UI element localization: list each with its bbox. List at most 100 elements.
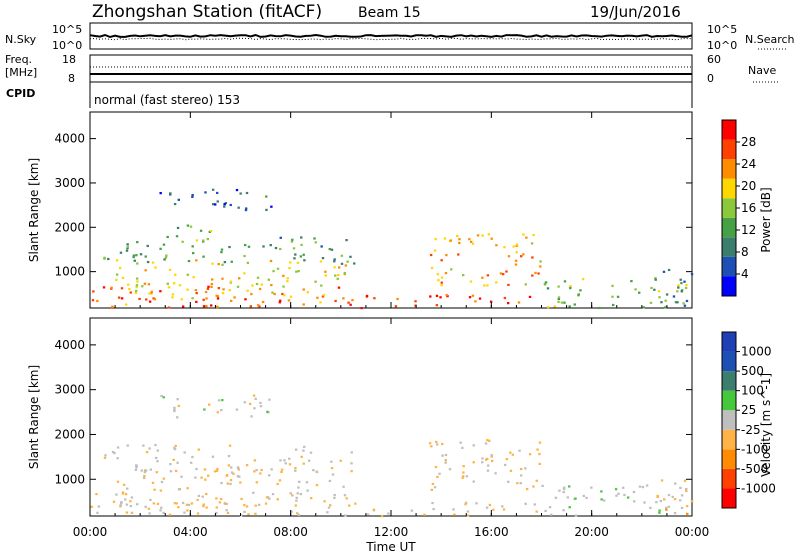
range-cell	[515, 243, 519, 246]
range-cell	[278, 479, 282, 482]
range-cell	[151, 261, 155, 264]
range-cell	[107, 257, 110, 261]
range-cell	[288, 267, 291, 270]
range-cell	[492, 508, 495, 511]
range-cell	[334, 299, 337, 303]
range-cell	[614, 488, 618, 491]
range-cell	[271, 291, 274, 294]
range-cell	[115, 278, 118, 282]
range-cell	[673, 512, 677, 515]
range-cell	[211, 455, 215, 458]
range-cell	[306, 489, 309, 492]
range-cell	[476, 234, 480, 237]
range-cell	[343, 271, 347, 275]
range-cell	[350, 462, 353, 465]
range-cell	[279, 459, 282, 462]
y-tick-label: 2000	[54, 220, 85, 234]
range-cell	[181, 240, 184, 243]
freq-bottom: 8	[68, 72, 75, 85]
range-cell	[488, 439, 491, 442]
range-cell	[197, 494, 201, 497]
range-cell	[436, 443, 439, 446]
range-cell	[173, 448, 177, 451]
range-cell	[232, 472, 235, 475]
range-cell	[205, 492, 208, 496]
y-tick-label: 3000	[54, 383, 85, 397]
power-colorbar-tick-label: 24	[741, 157, 756, 171]
range-cell	[169, 463, 172, 466]
range-cell	[253, 407, 256, 410]
range-cell	[554, 496, 558, 499]
range-cell	[450, 268, 453, 271]
range-cell	[125, 249, 129, 252]
range-cell	[327, 506, 331, 509]
range-cell	[440, 284, 443, 287]
range-cell	[169, 470, 173, 473]
range-cell	[186, 288, 189, 291]
range-cell	[514, 263, 518, 266]
range-cell	[286, 277, 289, 280]
velocity-yticks: 1000 2000 3000 4000	[54, 338, 692, 486]
range-cell	[294, 466, 297, 470]
range-cell	[676, 290, 679, 293]
range-cell	[203, 468, 207, 471]
range-cell	[449, 239, 453, 242]
range-cell	[116, 480, 120, 483]
nave-top: 60	[707, 53, 721, 66]
range-cell	[225, 509, 228, 512]
range-cell	[216, 467, 219, 471]
range-cell	[160, 506, 163, 509]
range-cell	[250, 292, 253, 296]
range-cell	[228, 289, 232, 292]
range-cell	[260, 468, 263, 472]
range-cell	[602, 499, 606, 502]
range-cell	[239, 481, 242, 484]
range-cell	[296, 512, 299, 515]
range-cell	[191, 455, 194, 459]
beam-label: Beam 15	[358, 5, 421, 21]
range-cell	[292, 247, 296, 250]
range-cell	[261, 300, 265, 304]
range-cell	[544, 509, 547, 513]
range-cell	[183, 451, 186, 454]
range-cell	[245, 191, 249, 195]
range-cell	[441, 454, 444, 457]
range-cell	[441, 442, 444, 446]
velocity-colorbar-swatch	[722, 429, 736, 450]
range-cell	[163, 258, 166, 261]
range-cell	[230, 260, 233, 263]
range-cell	[685, 489, 688, 493]
range-cell	[267, 278, 271, 281]
range-cell	[436, 273, 440, 276]
range-cell	[160, 394, 163, 398]
range-cell	[195, 467, 198, 471]
range-cell	[679, 486, 682, 489]
range-cell	[136, 262, 139, 265]
range-cell	[220, 248, 224, 251]
range-cell	[328, 479, 332, 482]
range-cell	[126, 243, 129, 246]
power-colorbar-tick-label: 28	[741, 135, 756, 149]
range-cell	[289, 295, 293, 298]
range-cell	[270, 468, 273, 471]
range-cell	[216, 191, 219, 195]
range-cell	[117, 296, 121, 299]
range-cell	[431, 482, 435, 486]
range-cell	[333, 493, 336, 497]
range-cell	[472, 480, 475, 483]
x-tick-label: 12:00	[374, 525, 409, 539]
range-cell	[226, 511, 230, 515]
range-cell	[229, 482, 232, 486]
range-cell	[380, 515, 384, 518]
range-cell	[252, 491, 255, 494]
cpid-strip: CPID normal (fast stereo) 153	[6, 82, 693, 108]
range-cell	[254, 397, 257, 400]
range-cell	[516, 482, 519, 485]
range-cell	[563, 301, 566, 304]
range-cell	[557, 285, 560, 288]
nsky-label: N.Sky	[5, 33, 37, 46]
range-cell	[577, 292, 580, 296]
range-cell	[316, 296, 319, 299]
range-cell	[600, 490, 603, 493]
range-cell	[95, 493, 98, 496]
